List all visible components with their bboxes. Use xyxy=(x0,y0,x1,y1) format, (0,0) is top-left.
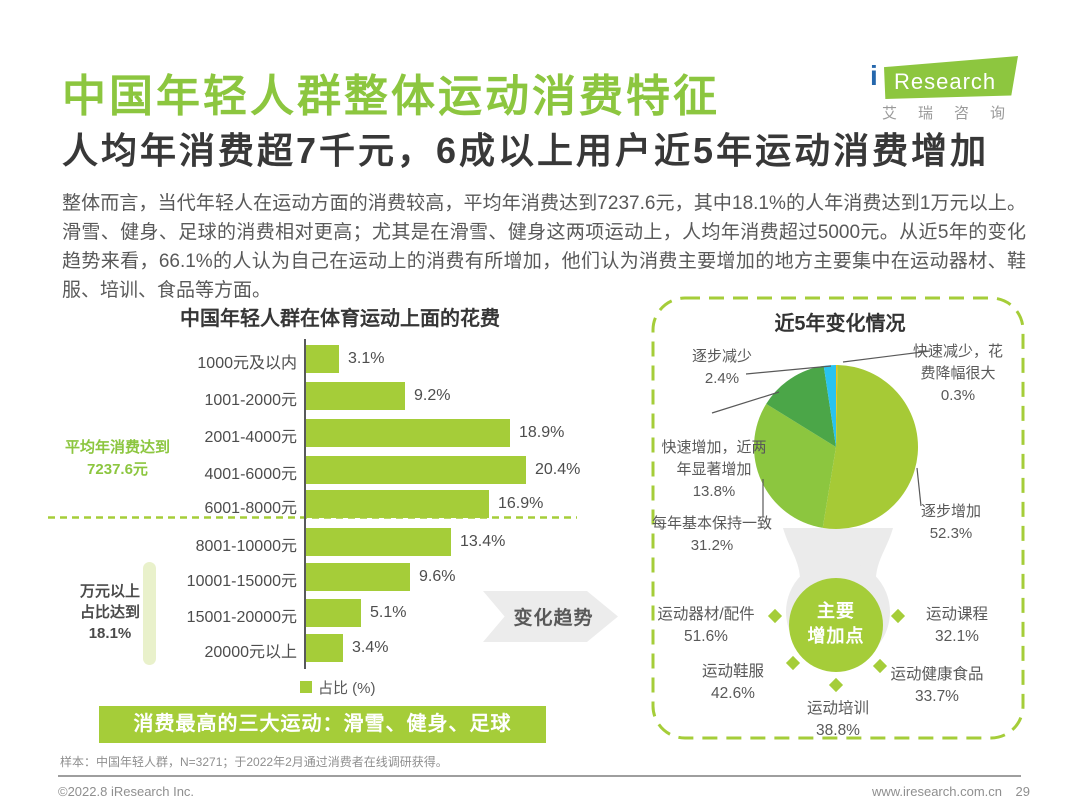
increase-item: 运动鞋服 42.6% xyxy=(701,663,764,702)
bar-value-label: 16.9% xyxy=(498,495,544,512)
pie-callout-label: 逐步减少 2.4% xyxy=(691,348,752,387)
pie-callout-label: 逐步增加 52.3% xyxy=(920,503,981,542)
bar-category-label: 6001-8000元 xyxy=(204,500,297,517)
increase-item: 运动课程 32.1% xyxy=(925,606,988,645)
bar-value-label: 3.4% xyxy=(352,639,389,656)
bar xyxy=(306,345,339,373)
page-title: 中国年轻人群整体运动消费特征 xyxy=(62,72,720,121)
legend-swatch-icon xyxy=(300,681,312,693)
over-10k-annotation: 万元以上 占比达到 18.1% xyxy=(53,581,167,644)
main-increase-circle: 主要 增加点 xyxy=(789,578,883,672)
bar-category-label: 20000元以上 xyxy=(204,644,298,661)
over-10k-line1: 万元以上 xyxy=(79,583,140,600)
bar-chart-axis xyxy=(304,339,306,669)
pie-slice-0 xyxy=(836,364,838,447)
logo-i-mark: i xyxy=(870,60,878,91)
bar-category-label: 8001-10000元 xyxy=(195,538,297,555)
diamond-bullet-icon xyxy=(828,677,844,693)
pie-callout-label: 快速增加，近两 年显著增加 13.8% xyxy=(661,439,767,500)
footer-website: www.iresearch.com.cn xyxy=(871,784,1002,799)
bar-category-label: 1000元及以内 xyxy=(197,355,297,372)
legend-label: 占比 (%) xyxy=(318,680,376,697)
pie-slice-4 xyxy=(823,364,836,447)
page-number: 29 xyxy=(1015,784,1030,799)
footer-divider xyxy=(58,775,1021,777)
logo-chinese-name: 艾瑞咨询 xyxy=(882,105,1027,122)
bar-category-label: 4001-6000元 xyxy=(204,466,297,483)
pie-leader-line xyxy=(711,391,780,414)
increase-item: 运动健康食品 33.7% xyxy=(890,666,984,705)
pie-callout-label: 每年基本保持一致 31.2% xyxy=(651,515,772,554)
pie-callout-label: 快速减少，花 费降幅很大 0.3% xyxy=(912,343,1003,404)
logo-slab: Research xyxy=(884,56,1018,99)
page-subtitle: 人均年消费超7千元，6成以上用户近5年运动消费增加 xyxy=(62,130,990,171)
bar-category-label: 15001-20000元 xyxy=(186,609,297,626)
bar xyxy=(306,490,489,518)
bar-value-label: 18.9% xyxy=(519,424,565,441)
pie-slice-3 xyxy=(766,365,836,447)
bar xyxy=(306,456,526,484)
top-sports-banner: 消费最高的三大运动：滑雪、健身、足球 xyxy=(99,706,546,743)
bar xyxy=(306,528,451,556)
over-10k-bracket-bar xyxy=(143,562,156,665)
bar-chart-title: 中国年轻人群在体育运动上面的花费 xyxy=(180,308,500,330)
bar xyxy=(306,634,343,662)
increase-circle-line2: 增加点 xyxy=(807,626,865,646)
pie-chart-title: 近5年变化情况 xyxy=(774,313,906,335)
trend-arrow: 变化趋势 xyxy=(483,591,618,642)
bar-value-label: 9.2% xyxy=(414,387,451,404)
bar xyxy=(306,382,405,410)
bar-category-label: 1001-2000元 xyxy=(204,392,297,409)
iresearch-logo: Research i 艾瑞咨询 xyxy=(858,50,1028,128)
over-10k-value: 18.1% xyxy=(88,625,132,642)
intro-paragraph: 整体而言，当代年轻人在运动方面的消费较高，平均年消费达到7237.6元，其中18… xyxy=(62,193,1026,301)
bar-value-label: 5.1% xyxy=(370,604,407,621)
bar-category-label: 10001-15000元 xyxy=(186,573,297,590)
bar-value-label: 20.4% xyxy=(535,461,581,478)
bar-category-label: 2001-4000元 xyxy=(204,429,297,446)
bar xyxy=(306,599,361,627)
increase-circle-line1: 主要 xyxy=(817,601,855,621)
sample-note: 样本：中国年轻人群，N=3271；于2022年2月通过消费者在线调研获得。 xyxy=(60,755,448,769)
bar-value-label: 9.6% xyxy=(419,568,456,585)
logo-brand-text: Research xyxy=(894,69,997,94)
bar xyxy=(306,419,510,447)
trend-arrow-label: 变化趋势 xyxy=(513,608,594,629)
average-spend-annotation: 平均年消费达到 7237.6元 xyxy=(45,437,190,481)
bar-value-label: 13.4% xyxy=(460,533,506,550)
bar-value-label: 3.1% xyxy=(348,350,385,367)
increase-item: 运动器材/配件 51.6% xyxy=(657,606,755,645)
bar xyxy=(306,563,410,591)
over-10k-line2: 占比达到 xyxy=(79,604,140,621)
increase-item: 运动培训 38.8% xyxy=(806,700,869,739)
average-spend-label: 平均年消费达到 xyxy=(64,439,170,456)
footer-copyright: ©2022.8 iResearch Inc. xyxy=(58,784,195,799)
average-spend-value: 7237.6元 xyxy=(87,461,148,478)
